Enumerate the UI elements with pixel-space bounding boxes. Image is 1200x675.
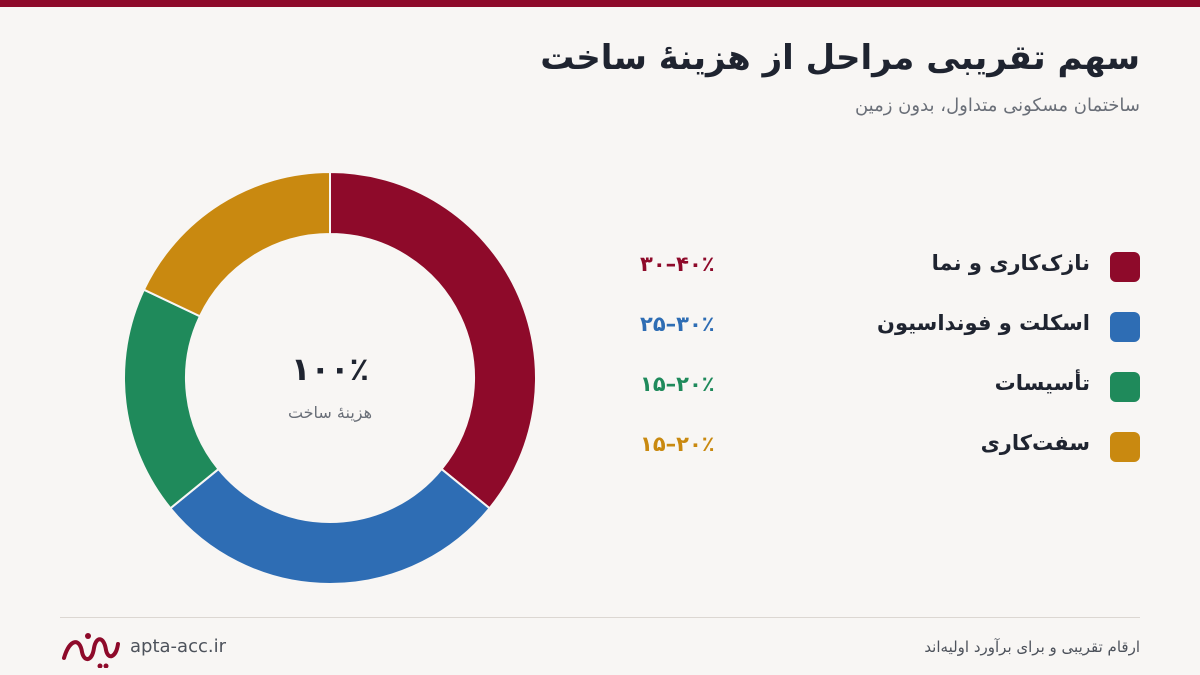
legend-swatch	[1110, 252, 1140, 282]
legend-swatch	[1110, 372, 1140, 402]
footer-divider	[60, 617, 1140, 618]
donut-slice-2	[123, 288, 220, 510]
legend-label: نازک‌کاری و نما	[931, 251, 1090, 275]
site-link[interactable]: apta-acc.ir	[130, 636, 226, 657]
donut-slices	[123, 170, 537, 585]
legend-range: ۳۰–۴۰٪	[640, 252, 715, 276]
legend-range: ۲۵–۳۰٪	[640, 312, 715, 336]
legend-label: اسکلت و فونداسیون	[877, 311, 1090, 335]
legend-range: ۱۵–۲۰٪	[640, 432, 715, 456]
legend-range: ۱۵–۲۰٪	[640, 372, 715, 396]
chart-legend: نازک‌کاری و نما ۳۰–۴۰٪ اسکلت و فونداسیون…	[620, 240, 1140, 480]
legend-item: تأسیسات ۱۵–۲۰٪	[620, 360, 1140, 420]
page-subtitle: ساختمان مسکونی متداول، بدون زمین	[854, 95, 1140, 116]
donut-chart: ۱۰۰٪ هزینهٔ ساخت	[123, 170, 537, 585]
donut-slice-3	[142, 170, 331, 318]
legend-item: نازک‌کاری و نما ۳۰–۴۰٪	[620, 240, 1140, 300]
legend-item: اسکلت و فونداسیون ۲۵–۳۰٪	[620, 300, 1140, 360]
footer-note: ارقام تقریبی و برای برآورد اولیه‌اند	[924, 638, 1140, 656]
donut-center-value: ۱۰۰٪	[291, 350, 369, 388]
legend-swatch	[1110, 312, 1140, 342]
legend-swatch	[1110, 432, 1140, 462]
page-title: سهم تقریبی مراحل از هزینهٔ ساخت	[540, 38, 1140, 78]
donut-center-label: هزینهٔ ساخت	[288, 403, 372, 423]
top-accent-bar	[0, 0, 1200, 7]
donut-slice-1	[169, 467, 491, 585]
donut-slice-0	[329, 170, 537, 510]
legend-label: سفت‌کاری	[980, 431, 1090, 455]
legend-item: سفت‌کاری ۱۵–۲۰٪	[620, 420, 1140, 480]
legend-label: تأسیسات	[994, 371, 1090, 395]
brand-logo	[62, 633, 120, 668]
